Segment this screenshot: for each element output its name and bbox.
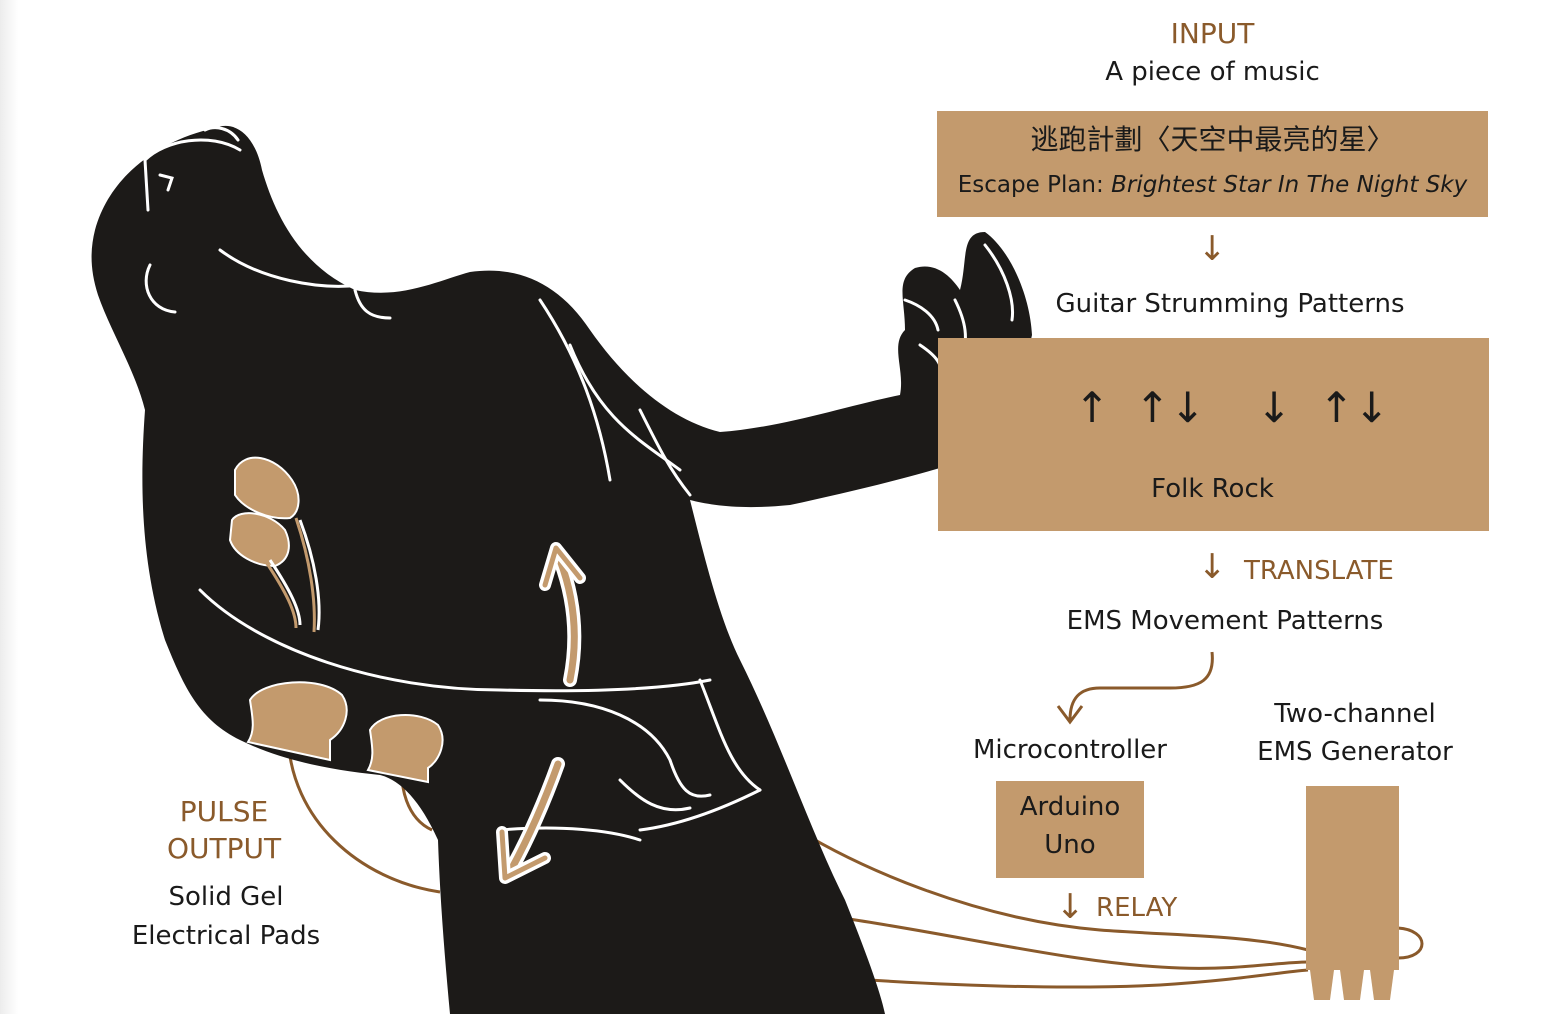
- generator-legs: [1310, 970, 1394, 1000]
- pad-wires-white: [268, 519, 321, 631]
- pad-upper-1: [234, 456, 300, 520]
- arrow-down-icon: ↓: [1056, 887, 1085, 927]
- pulse-output-desc-line1: Solid Gel: [168, 882, 284, 912]
- wire-1: [286, 734, 441, 894]
- arduino-line1: Arduino: [1019, 792, 1121, 822]
- electrode-pads: [228, 456, 444, 784]
- ems-patterns-label: EMS Movement Patterns: [1066, 606, 1384, 636]
- pulse-output-desc-line2: Electrical Pads: [131, 921, 321, 951]
- strum-up-glyph: ↑: [1074, 383, 1110, 432]
- wire-4: [841, 916, 1309, 970]
- pad-lower-1: [246, 681, 348, 762]
- pad-upper-2: [228, 512, 290, 568]
- pad-lower-2: [366, 714, 444, 784]
- arduino-line2: Uno: [1044, 830, 1096, 860]
- arrow-down-icon: ↓: [1198, 547, 1227, 587]
- strumming-label: Guitar Strumming Patterns: [1055, 289, 1405, 319]
- pulse-output-heading-line2: OUTPUT: [166, 832, 282, 865]
- ems-generator-box: [1306, 786, 1399, 970]
- wires: [286, 734, 1424, 989]
- arrow-down-icon: ↓: [1198, 229, 1227, 269]
- body-outline-details: [143, 126, 1015, 842]
- relay-label: RELAY: [1096, 893, 1178, 923]
- input-heading: INPUT: [1170, 17, 1255, 50]
- pad-wires-brown: [264, 517, 316, 633]
- generator-label-line2: EMS Generator: [1257, 737, 1453, 767]
- strum-updown-glyph-2: ↑↓: [1318, 383, 1390, 432]
- generator-label-line1: Two-channel: [1274, 699, 1436, 729]
- song-title-chinese: 逃跑計劃〈天空中最亮的星〉: [1030, 123, 1395, 156]
- genre-label: Folk Rock: [1151, 474, 1274, 504]
- arduino-box: [996, 781, 1144, 878]
- wire-5: [837, 968, 1309, 989]
- wire-3: [784, 820, 1309, 952]
- song-title-italic: Brightest Star In The Night Sky: [1111, 172, 1468, 198]
- song-title-prefix: Escape Plan:: [957, 172, 1112, 198]
- strumming-box: [938, 338, 1489, 531]
- connector-arrowhead: [1056, 705, 1084, 725]
- input-subtitle: A piece of music: [1105, 57, 1320, 87]
- song-title-box: [937, 111, 1488, 217]
- translate-label: TRANSLATE: [1244, 556, 1394, 586]
- generator-hook: [1397, 926, 1424, 960]
- motion-arrow-down: [496, 757, 565, 884]
- motion-arrow-up: [539, 542, 586, 687]
- microcontroller-label: Microcontroller: [972, 735, 1167, 765]
- pulse-output-heading-line1: PULSE: [179, 795, 269, 828]
- strum-down-glyph: ↓: [1256, 383, 1292, 432]
- connector-curve: [1068, 651, 1214, 721]
- strum-updown-glyph-1: ↑↓: [1134, 383, 1206, 432]
- page-edge-shadow: [0, 0, 18, 1014]
- song-title-english: Escape Plan: Brightest Star In The Night…: [937, 172, 1488, 198]
